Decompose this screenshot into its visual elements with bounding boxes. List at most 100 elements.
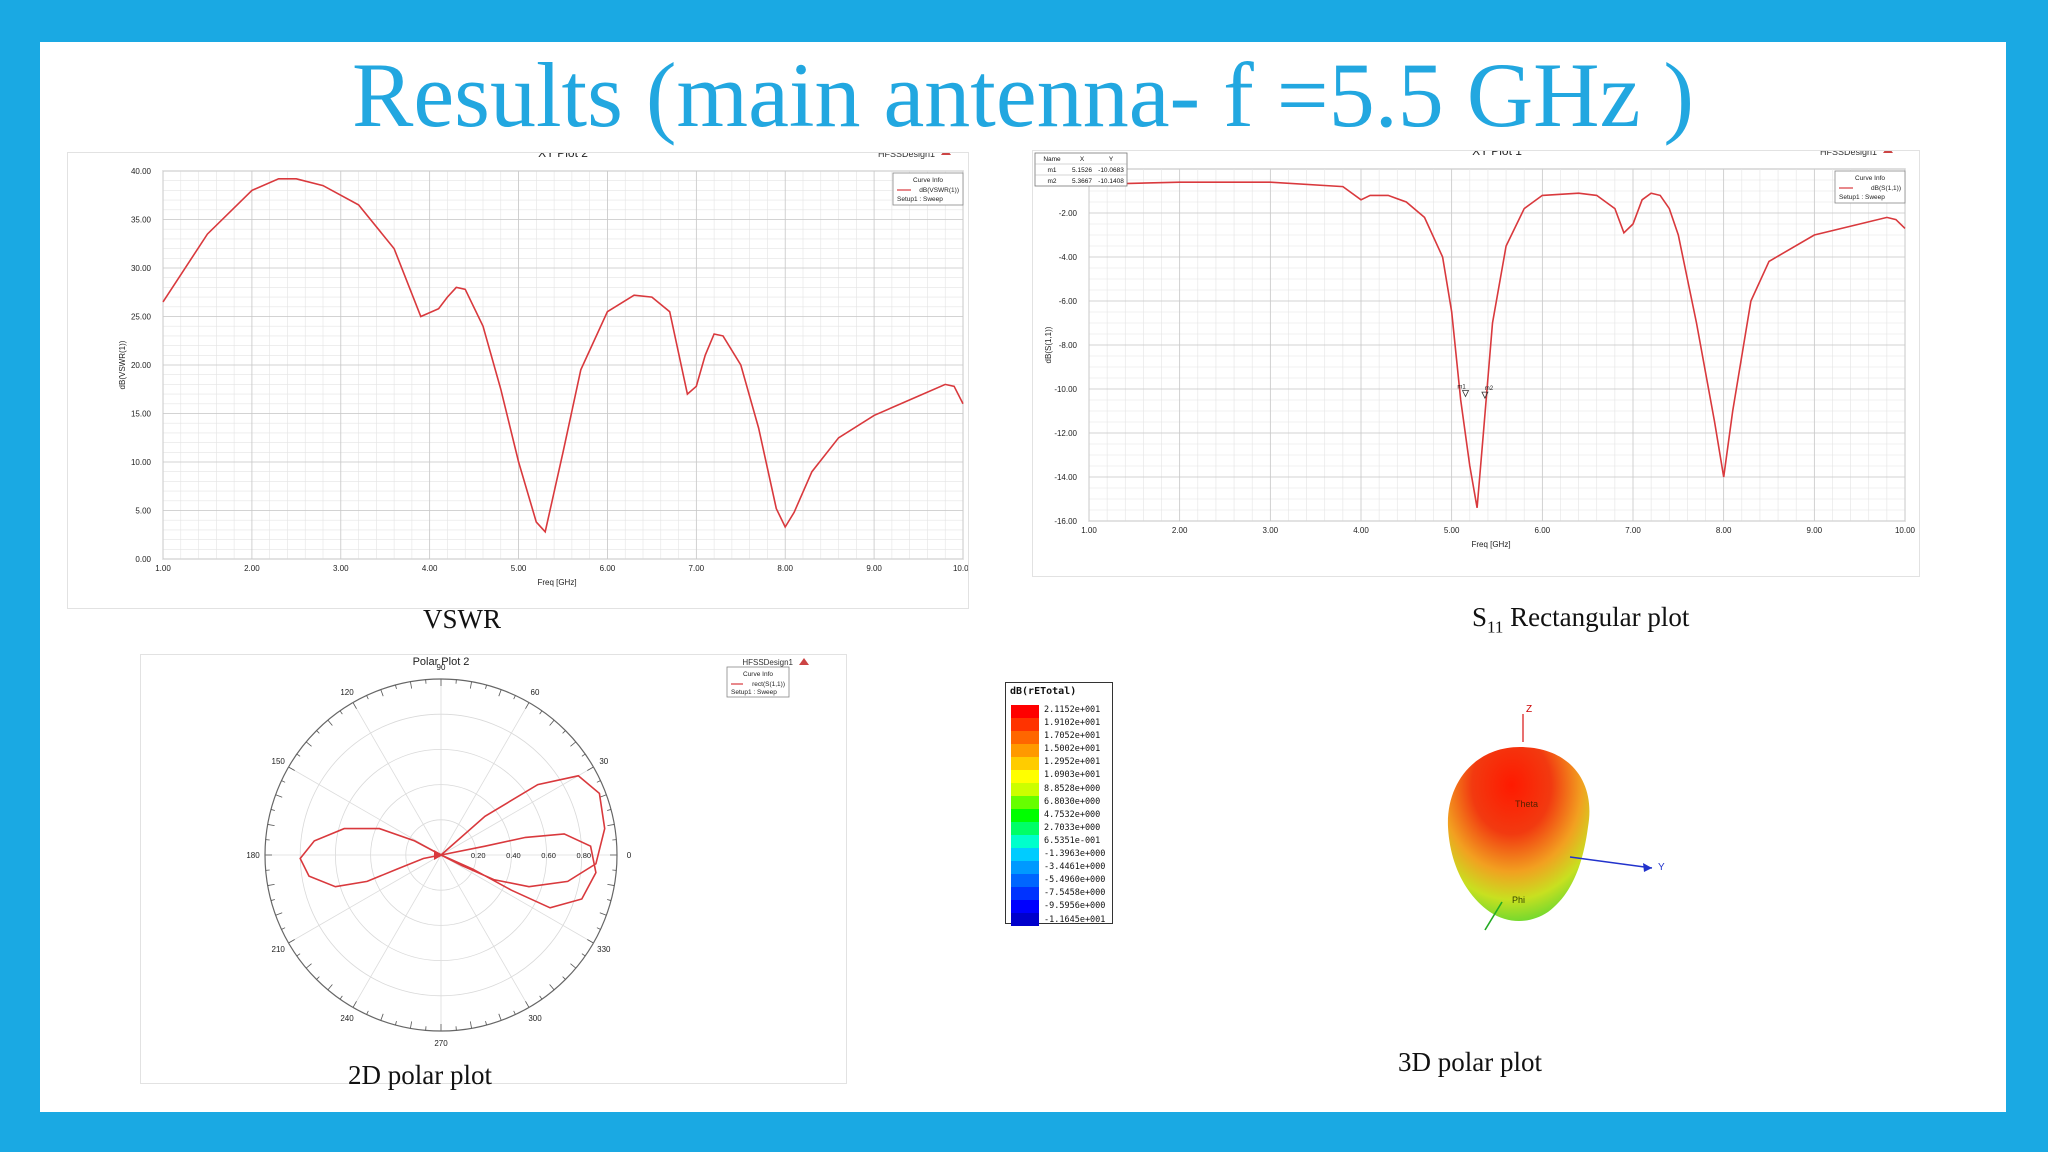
polar-chart: Polar Plot 2 HFSSDesign1 0 30 60 90 120 150 180 2… bbox=[246, 656, 809, 1048]
ansys-logo-icon bbox=[1883, 146, 1893, 153]
angle-label: 90 bbox=[437, 663, 446, 672]
polar-tick bbox=[352, 702, 357, 709]
angle-label: 240 bbox=[340, 1014, 354, 1023]
polar-tick bbox=[366, 695, 369, 700]
scale-swatch bbox=[1011, 783, 1039, 796]
polar-tick bbox=[270, 899, 275, 901]
field-scale-labels: 2.1152e+001 1.9102e+001 1.7052e+001 1.5002e… bbox=[1044, 704, 1105, 927]
polar-tick bbox=[316, 730, 320, 734]
marker-table-cell: 5.1526 bbox=[1072, 167, 1092, 174]
polar-spoke bbox=[288, 854, 442, 944]
polar-tick bbox=[525, 702, 530, 709]
scale-swatch bbox=[1011, 900, 1039, 913]
polar-spoke bbox=[288, 766, 442, 856]
polar-tick bbox=[581, 753, 586, 757]
polar-spoke bbox=[440, 854, 594, 944]
polar-tick bbox=[288, 939, 295, 944]
polar-tick bbox=[525, 1001, 530, 1008]
scale-swatch bbox=[1011, 757, 1039, 770]
polar-tick bbox=[587, 939, 594, 944]
legend-entry: dB(S(1,1)) bbox=[1871, 185, 1901, 192]
z-axis-label: Z bbox=[1526, 704, 1532, 715]
polar-spoke bbox=[440, 702, 530, 856]
y-axis-label: dB(VSWR(1)) bbox=[118, 340, 127, 389]
polar-tick bbox=[327, 984, 333, 991]
marker-label: m2 bbox=[1485, 386, 1494, 392]
scale-swatch bbox=[1011, 861, 1039, 874]
scale-value: 1.2952e+001 bbox=[1044, 757, 1101, 768]
scale-swatch bbox=[1011, 848, 1039, 861]
x-tick-label: 8.00 bbox=[777, 564, 793, 573]
start-arrow-icon bbox=[434, 850, 443, 860]
theta-label: Theta bbox=[1515, 799, 1538, 809]
radiation-pattern-3d: Z Y Theta Phi bbox=[1447, 704, 1665, 931]
polar-tick bbox=[270, 809, 275, 811]
polar-tick bbox=[485, 1021, 487, 1026]
x-tick-label: 6.00 bbox=[600, 564, 616, 573]
scale-swatch bbox=[1011, 822, 1039, 835]
s11-caption-sub: 11 bbox=[1487, 617, 1504, 637]
x-tick-label: 1.00 bbox=[1081, 526, 1097, 535]
polar-tick bbox=[539, 710, 543, 715]
polar-tick bbox=[513, 1010, 516, 1015]
y-tick-label: 15.00 bbox=[131, 410, 152, 419]
marker-triangle bbox=[1481, 391, 1489, 399]
x-tick-label: 1.00 bbox=[155, 564, 171, 573]
scale-value: -5.4960e+000 bbox=[1044, 875, 1106, 886]
x-tick-label: 5.00 bbox=[511, 564, 527, 573]
marker-table-cell: -10.1408 bbox=[1098, 178, 1124, 185]
polar-tick bbox=[599, 912, 607, 916]
scale-swatch bbox=[1011, 835, 1039, 848]
x-tick-label: 7.00 bbox=[689, 564, 705, 573]
polar3d-caption: 3D polar plot bbox=[1398, 1047, 1542, 1077]
scale-value: 1.0903e+001 bbox=[1044, 770, 1101, 781]
polar-tick bbox=[395, 1021, 397, 1026]
x-tick-label: 3.00 bbox=[333, 564, 349, 573]
scale-value: -1.1645e+001 bbox=[1044, 914, 1106, 925]
x-tick-label: 3.00 bbox=[1263, 526, 1279, 535]
chart-title: XY Plot 2 bbox=[538, 153, 588, 160]
y-axis-arrow-icon bbox=[1643, 863, 1652, 872]
chart-legend: Curve Info rect(S(1,1))Setup1 : Sweep bbox=[726, 666, 790, 698]
scale-value: -3.4461e+000 bbox=[1044, 862, 1106, 873]
polar-tick bbox=[549, 984, 555, 991]
design-label: HFSSDesign1 bbox=[742, 658, 793, 667]
scale-swatch bbox=[1011, 796, 1039, 809]
y-tick-label: -6.00 bbox=[1059, 297, 1078, 306]
polar-tick bbox=[410, 1021, 413, 1029]
radial-label: 0.80 bbox=[576, 851, 591, 860]
x-tick-label: 8.00 bbox=[1716, 526, 1732, 535]
marker-triangle bbox=[1461, 390, 1470, 398]
marker-table-cell: 5.3667 bbox=[1072, 178, 1092, 185]
chart-legend: Curve Info dB(S(1,1)) Setup1 : Sweep bbox=[1834, 170, 1906, 204]
angle-label: 300 bbox=[528, 1014, 542, 1023]
x-tick-label: 4.00 bbox=[422, 564, 438, 573]
polar-tick bbox=[380, 1013, 384, 1021]
scale-value: 1.5002e+001 bbox=[1044, 744, 1101, 755]
legend-entry: Setup1 : Sweep bbox=[897, 196, 943, 203]
polar-tick bbox=[339, 995, 343, 1000]
angle-label: 210 bbox=[272, 945, 286, 954]
polar-spoke bbox=[440, 766, 594, 856]
polar-tick bbox=[498, 689, 502, 697]
field-scale-colors bbox=[1011, 705, 1039, 926]
angle-label: 120 bbox=[340, 688, 354, 697]
ansys-logo-icon bbox=[941, 148, 951, 155]
scale-value: 1.9102e+001 bbox=[1044, 718, 1101, 729]
s11-caption-rest: Rectangular plot bbox=[1503, 602, 1690, 632]
radial-label: 0.60 bbox=[541, 851, 556, 860]
polar-tick bbox=[316, 976, 320, 980]
x-tick-label: 9.00 bbox=[1807, 526, 1823, 535]
angle-label: 180 bbox=[246, 851, 260, 860]
polar-tick bbox=[366, 1010, 369, 1015]
marker-table: Name X Ym1 5.1526 -10.0683 m2 5.3667 -10.1408 bbox=[1034, 152, 1128, 187]
angle-label: 60 bbox=[531, 688, 540, 697]
scale-value: 6.5351e-001 bbox=[1044, 835, 1101, 846]
radial-label: 0.20 bbox=[471, 851, 486, 860]
y-axis-label: Y bbox=[1658, 862, 1665, 873]
scale-value: 1.7052e+001 bbox=[1044, 731, 1101, 742]
vswr-plot-panel: XY Plot 2 HFSSDesign1 1.00 2.00 3.00 4.00 5.00… bbox=[67, 146, 974, 609]
polar-tick bbox=[607, 809, 612, 811]
vswr-chart: XY Plot 2 HFSSDesign1 1.00 2.00 3.00 4.00 5.00… bbox=[118, 146, 974, 587]
legend-entry: Setup1 : Sweep bbox=[1839, 194, 1885, 201]
